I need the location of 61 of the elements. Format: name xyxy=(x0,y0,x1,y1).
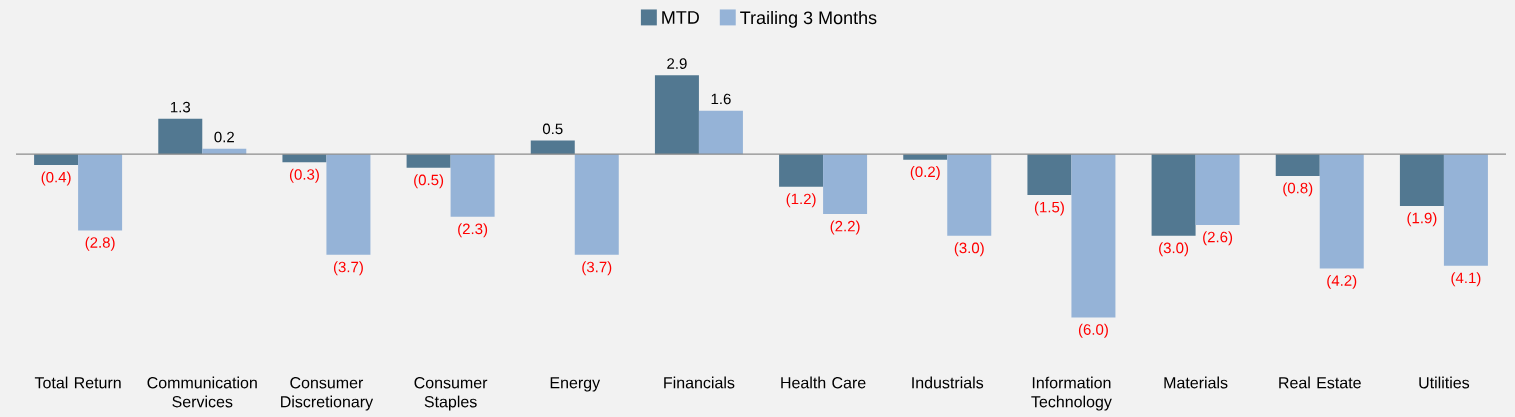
data-label: (3.0) xyxy=(1159,242,1189,257)
bar xyxy=(654,75,699,155)
legend-label: Trailing 3 Months xyxy=(740,10,877,28)
data-label: (4.1) xyxy=(1451,272,1481,287)
x-tick-label: Utilities xyxy=(1419,376,1470,389)
data-label: (0.3) xyxy=(289,168,319,183)
bar xyxy=(1319,154,1364,269)
x-tick-label: Real Estate xyxy=(1279,376,1361,389)
data-label: 1.6 xyxy=(711,93,731,105)
data-label: (4.2) xyxy=(1327,274,1357,289)
bar xyxy=(1195,154,1240,225)
x-tick-label: Health Care xyxy=(781,376,866,389)
data-label: (1.9) xyxy=(1407,212,1437,227)
bar xyxy=(202,148,247,155)
bar xyxy=(779,154,824,187)
bar xyxy=(530,140,575,155)
bar xyxy=(947,154,992,236)
bar xyxy=(1071,154,1116,318)
x-tick-label: Communication Services xyxy=(147,376,257,408)
data-label: (1.2) xyxy=(786,193,816,208)
x-tick-label: Financials xyxy=(664,376,735,389)
data-label: 0.5 xyxy=(542,123,563,135)
bar xyxy=(1151,154,1196,236)
bar xyxy=(1399,154,1444,206)
data-label: (0.4) xyxy=(41,171,71,186)
bar xyxy=(1443,154,1488,266)
data-label: (2.6) xyxy=(1203,231,1233,246)
x-tick-label: Consumer Discretionary xyxy=(281,377,374,411)
bar xyxy=(1027,154,1072,196)
data-label: (3.7) xyxy=(333,261,363,276)
data-label: 2.9 xyxy=(667,58,687,69)
x-tick-label: Energy xyxy=(550,377,601,392)
x-tick-label: Industrials xyxy=(912,376,984,389)
data-label: (2.3) xyxy=(458,223,488,238)
bar xyxy=(34,154,79,166)
data-label: (0.8) xyxy=(1283,182,1313,197)
bar xyxy=(698,110,743,155)
data-label: (3.7) xyxy=(582,261,612,276)
bar xyxy=(823,154,868,215)
data-label: 1.3 xyxy=(170,101,191,113)
x-tick-label: Information Technology xyxy=(1031,376,1112,411)
data-label: (0.5) xyxy=(414,174,444,189)
bar xyxy=(574,154,619,255)
data-label: (2.8) xyxy=(85,236,115,251)
bar xyxy=(450,154,495,217)
data-label: (1.5) xyxy=(1034,201,1064,216)
data-label: (0.2) xyxy=(910,166,940,181)
bar xyxy=(903,154,948,160)
bar xyxy=(158,118,203,155)
x-tick-label: Consumer Staples xyxy=(414,377,488,411)
data-label: (3.0) xyxy=(954,242,984,257)
x-tick-label: Total Return xyxy=(34,376,121,389)
bar xyxy=(1275,154,1320,176)
bar xyxy=(406,154,451,168)
legend-label: MTD xyxy=(662,11,699,24)
bar xyxy=(78,154,123,231)
bar xyxy=(326,154,371,255)
data-label: (2.2) xyxy=(830,220,860,235)
data-label: (6.0) xyxy=(1078,323,1108,338)
x-tick-label: Materials xyxy=(1164,376,1228,389)
data-label: 0.2 xyxy=(214,131,234,143)
